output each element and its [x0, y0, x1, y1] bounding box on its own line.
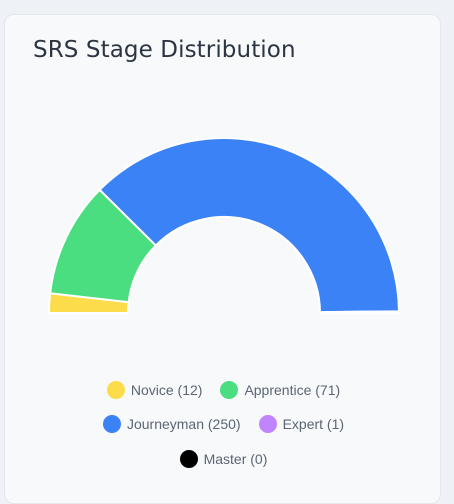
slice-journeyman[interactable] [98, 137, 401, 314]
legend-swatch-novice [106, 381, 125, 399]
legend-swatch-apprentice [220, 381, 239, 399]
legend-label-journeyman: Journeyman (250) [126, 416, 241, 432]
chart-card: SRS Stage Distribution Novice (12) Appre… [4, 14, 441, 504]
legend-swatch-journeyman [102, 415, 121, 433]
legend-row-1: Novice (12) Apprentice (71) [5, 381, 442, 399]
legend-swatch-master [179, 450, 198, 468]
legend-swatch-expert [258, 415, 277, 433]
legend-item-apprentice[interactable]: Apprentice (71) [220, 381, 340, 399]
legend-item-journeyman[interactable]: Journeyman (250) [102, 415, 241, 433]
slice-expert[interactable] [318, 310, 401, 314]
chart-title: SRS Stage Distribution [33, 37, 296, 63]
legend-row-3: Master (0) [5, 450, 442, 468]
legend-label-expert: Expert (1) [282, 416, 345, 432]
legend-item-master[interactable]: Master (0) [179, 450, 268, 468]
legend-item-novice[interactable]: Novice (12) [106, 381, 203, 399]
half-doughnut-chart [47, 137, 401, 314]
legend-label-master: Master (0) [203, 451, 268, 467]
legend-item-expert[interactable]: Expert (1) [258, 415, 345, 433]
legend-label-apprentice: Apprentice (71) [244, 382, 341, 398]
legend-label-novice: Novice (12) [130, 382, 203, 398]
legend-row-2: Journeyman (250) Expert (1) [5, 415, 442, 433]
